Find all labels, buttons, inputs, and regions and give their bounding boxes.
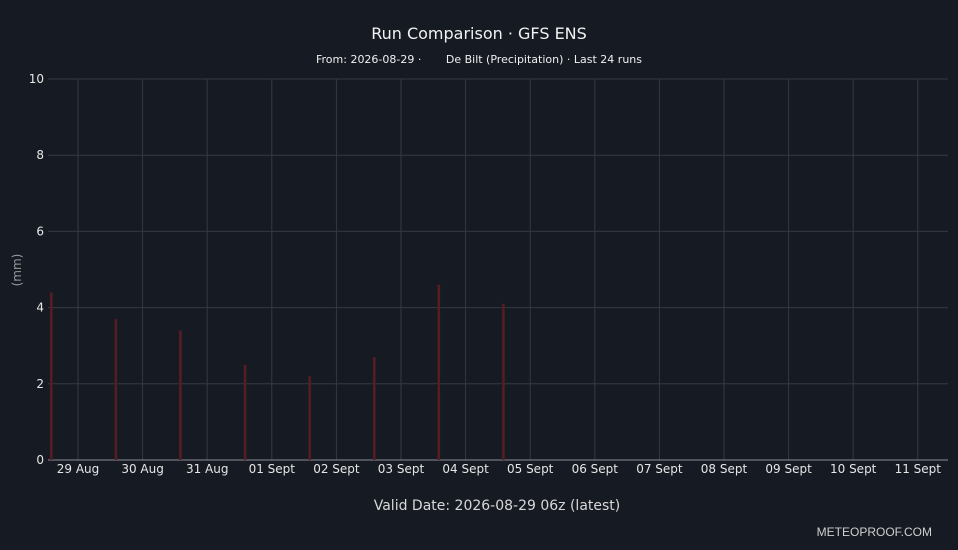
- bar: [50, 292, 53, 460]
- y-tick-label: 0: [36, 453, 44, 467]
- y-tick-label: 6: [36, 224, 44, 238]
- bar: [373, 357, 376, 460]
- subtitle-location: De Bilt (Precipitation) · Last 24 runs: [445, 53, 642, 66]
- bar: [502, 303, 505, 460]
- chart-subtitle: From: 2026-08-29 · De Bilt (Precipitatio…: [0, 53, 958, 66]
- x-tick-label: 09 Sept: [765, 462, 812, 476]
- x-tick-label: 29 Aug: [57, 462, 100, 476]
- y-tick-label: 10: [29, 72, 44, 86]
- x-tick-label: 08 Sept: [701, 462, 748, 476]
- y-axis-label: (mm): [10, 254, 24, 287]
- x-tick-label: 02 Sept: [313, 462, 360, 476]
- bar: [179, 330, 182, 460]
- subtitle-from: From: 2026-08-29 ·: [315, 53, 422, 66]
- bars: [50, 284, 505, 460]
- bar: [114, 319, 118, 460]
- bar: [437, 284, 441, 460]
- y-tick-label: 8: [36, 148, 44, 162]
- x-tick-label: 03 Sept: [378, 462, 425, 476]
- x-tick-label: 30 Aug: [121, 462, 164, 476]
- bar: [243, 364, 247, 460]
- x-tick-label: 04 Sept: [442, 462, 489, 476]
- x-tick-label: 05 Sept: [507, 462, 554, 476]
- grid-lines: [48, 78, 948, 461]
- valid-date: Valid Date: 2026-08-29 06z (latest): [373, 498, 621, 514]
- y-tick-label: 4: [36, 301, 44, 315]
- x-tick-label: 10 Sept: [830, 462, 877, 476]
- brand-logo-text: METEOPROOF.COM: [816, 525, 932, 539]
- x-tick-label: 01 Sept: [249, 462, 296, 476]
- x-tick-label: 11 Sept: [895, 462, 942, 476]
- y-axis-ticks: 0 2 4 6 8 10: [29, 72, 44, 467]
- x-tick-label: 07 Sept: [636, 462, 683, 476]
- bar: [308, 376, 311, 460]
- x-tick-label: 06 Sept: [572, 462, 619, 476]
- y-tick-label: 2: [36, 377, 44, 391]
- x-axis-ticks: 29 Aug 30 Aug 31 Aug 01 Sept 02 Sept 03 Sept 0…: [57, 462, 942, 476]
- x-tick-label: 31 Aug: [186, 462, 229, 476]
- chart-title: Run Comparison · GFS ENS: [371, 24, 587, 43]
